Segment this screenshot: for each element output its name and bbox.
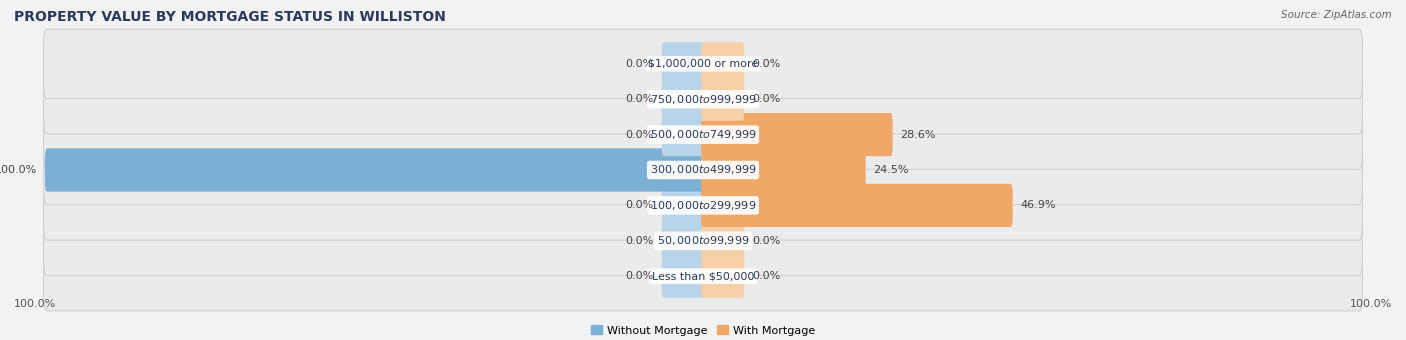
FancyBboxPatch shape — [44, 65, 1362, 134]
FancyBboxPatch shape — [702, 148, 866, 192]
Text: 0.0%: 0.0% — [626, 130, 654, 140]
FancyBboxPatch shape — [44, 241, 1362, 311]
Text: 0.0%: 0.0% — [752, 94, 780, 104]
FancyBboxPatch shape — [44, 171, 1362, 240]
FancyBboxPatch shape — [702, 113, 893, 156]
Text: 0.0%: 0.0% — [626, 200, 654, 210]
Text: PROPERTY VALUE BY MORTGAGE STATUS IN WILLISTON: PROPERTY VALUE BY MORTGAGE STATUS IN WIL… — [14, 10, 446, 24]
Text: $300,000 to $499,999: $300,000 to $499,999 — [650, 164, 756, 176]
Text: Source: ZipAtlas.com: Source: ZipAtlas.com — [1281, 10, 1392, 20]
FancyBboxPatch shape — [662, 78, 704, 121]
FancyBboxPatch shape — [662, 113, 704, 156]
FancyBboxPatch shape — [702, 219, 744, 262]
Text: $50,000 to $99,999: $50,000 to $99,999 — [657, 234, 749, 247]
FancyBboxPatch shape — [44, 29, 1362, 99]
Text: 24.5%: 24.5% — [873, 165, 910, 175]
FancyBboxPatch shape — [662, 42, 704, 85]
Text: 0.0%: 0.0% — [626, 271, 654, 281]
FancyBboxPatch shape — [702, 42, 744, 85]
Text: 100.0%: 100.0% — [0, 165, 37, 175]
FancyBboxPatch shape — [662, 219, 704, 262]
FancyBboxPatch shape — [702, 255, 744, 298]
Text: 46.9%: 46.9% — [1021, 200, 1056, 210]
Legend: Without Mortgage, With Mortgage: Without Mortgage, With Mortgage — [586, 321, 820, 340]
FancyBboxPatch shape — [662, 255, 704, 298]
FancyBboxPatch shape — [44, 100, 1362, 169]
Text: 0.0%: 0.0% — [626, 59, 654, 69]
FancyBboxPatch shape — [702, 78, 744, 121]
Text: $100,000 to $299,999: $100,000 to $299,999 — [650, 199, 756, 212]
Text: 28.6%: 28.6% — [900, 130, 936, 140]
Text: $1,000,000 or more: $1,000,000 or more — [648, 59, 758, 69]
FancyBboxPatch shape — [44, 135, 1362, 205]
Text: 0.0%: 0.0% — [752, 236, 780, 246]
Text: 0.0%: 0.0% — [626, 94, 654, 104]
FancyBboxPatch shape — [45, 148, 704, 192]
Text: Less than $50,000: Less than $50,000 — [652, 271, 754, 281]
Text: 0.0%: 0.0% — [626, 236, 654, 246]
Text: 0.0%: 0.0% — [752, 59, 780, 69]
Text: 100.0%: 100.0% — [14, 299, 56, 309]
Text: 100.0%: 100.0% — [1350, 299, 1392, 309]
FancyBboxPatch shape — [44, 206, 1362, 275]
FancyBboxPatch shape — [702, 184, 1012, 227]
Text: 0.0%: 0.0% — [752, 271, 780, 281]
Text: $500,000 to $749,999: $500,000 to $749,999 — [650, 128, 756, 141]
FancyBboxPatch shape — [662, 184, 704, 227]
Text: $750,000 to $999,999: $750,000 to $999,999 — [650, 93, 756, 106]
